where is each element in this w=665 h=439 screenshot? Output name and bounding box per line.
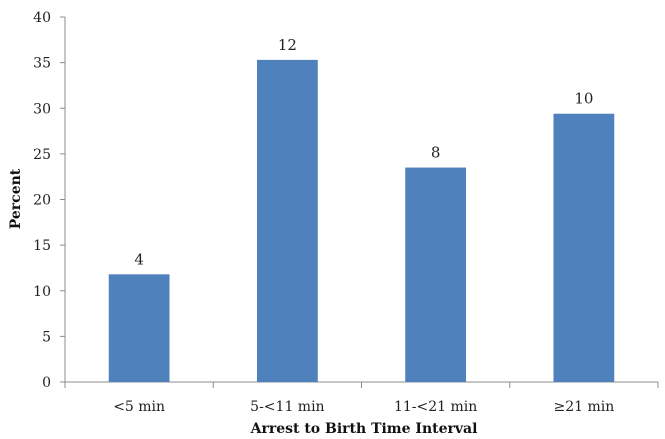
x-axis-title: Arrest to Birth Time Interval — [250, 421, 478, 437]
bar — [256, 59, 318, 382]
y-tick-label: 25 — [33, 147, 51, 163]
data-label: 4 — [134, 250, 144, 268]
y-tick-label: 40 — [33, 10, 51, 26]
bar — [553, 113, 615, 382]
y-axis-title: Percent — [8, 168, 24, 229]
x-tick-label: ≥21 min — [553, 399, 614, 415]
y-tick-label: 15 — [33, 238, 51, 254]
x-tick-label: 11-<21 min — [394, 399, 477, 415]
bar — [108, 274, 170, 382]
y-tick-label: 35 — [33, 56, 51, 72]
y-tick-label: 30 — [33, 101, 51, 117]
y-axis: 0 5 10 15 20 25 30 35 40 — [33, 10, 66, 391]
data-labels: 4 12 8 10 — [134, 36, 593, 268]
bar — [405, 167, 467, 382]
data-label: 10 — [574, 90, 593, 108]
data-label: 12 — [278, 36, 297, 54]
data-label: 8 — [431, 144, 441, 162]
x-axis: <5 min 5-<11 min 11-<21 min ≥21 min — [64, 381, 659, 415]
y-tick-label: 20 — [33, 193, 51, 209]
y-tick-label: 0 — [42, 375, 51, 391]
x-tick-label: 5-<11 min — [250, 399, 324, 415]
y-tick-label: 5 — [42, 329, 51, 345]
x-tick-label: <5 min — [113, 399, 165, 415]
bars — [108, 59, 615, 382]
y-tick-label: 10 — [33, 284, 51, 300]
